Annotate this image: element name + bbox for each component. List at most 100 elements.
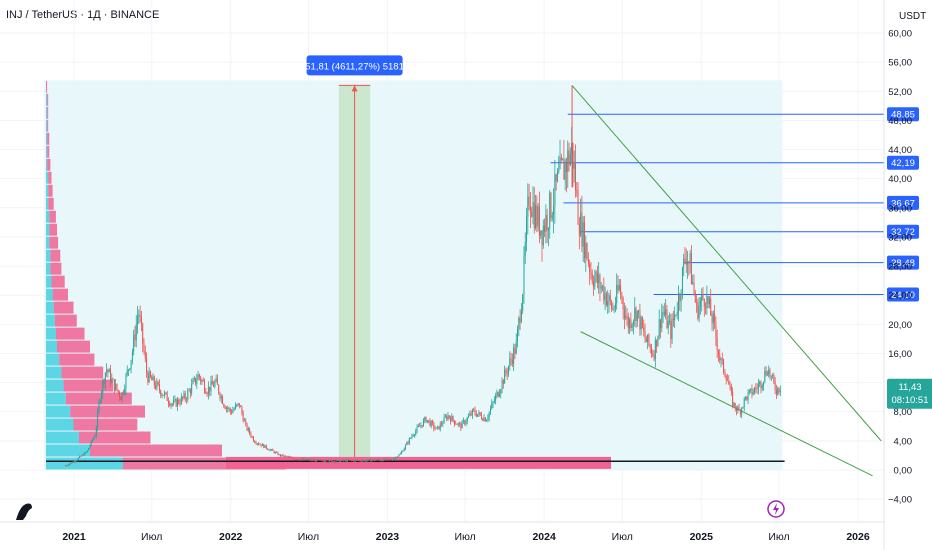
candle-body	[278, 454, 280, 456]
candle-body	[117, 389, 119, 393]
candle-body	[547, 228, 549, 231]
candle-body	[433, 423, 435, 429]
candle-body	[580, 212, 582, 236]
candle-body	[569, 153, 571, 165]
candle-body	[272, 449, 274, 451]
candle-body	[509, 358, 511, 367]
level-label: 24,10	[891, 290, 915, 301]
candle-body	[554, 174, 556, 207]
candle-body	[471, 409, 473, 416]
horizontal-levels: 48,85 42,19 36,67 32,72 28,48 24,10	[46, 107, 919, 463]
candle-body	[475, 413, 477, 417]
candle-body	[711, 315, 713, 324]
level-label: 36,67	[891, 198, 915, 209]
candle-body	[241, 406, 243, 414]
candle-body	[760, 381, 762, 389]
candle-body	[536, 205, 538, 227]
y-tick-label: 28,00	[888, 262, 912, 273]
candle-body	[708, 298, 710, 304]
candle-body	[699, 301, 701, 306]
candle-body	[86, 450, 88, 453]
candle-body	[319, 459, 321, 461]
candle-body	[460, 423, 462, 429]
candle-body	[681, 267, 683, 296]
price-range-measure: 51,81 (4611,27%) 5181	[305, 55, 404, 463]
vp-row-up	[46, 119, 48, 132]
candle-body	[702, 294, 704, 300]
candle-body	[594, 277, 596, 287]
candle-body	[701, 294, 703, 302]
vp-row-down	[63, 379, 114, 392]
candle-body	[621, 294, 623, 299]
candle-body	[632, 320, 634, 325]
x-tick-label: 2025	[690, 531, 714, 543]
symbol-title: INJ / TetherUS · 1Д · BINANCE	[6, 9, 160, 21]
candle-body	[214, 381, 216, 387]
candle-body	[374, 459, 376, 461]
candle-body	[542, 225, 544, 246]
candle-body	[611, 301, 613, 310]
candle-body	[295, 459, 297, 460]
vp-row-up	[46, 145, 48, 158]
candle-body	[227, 407, 229, 409]
candle-body	[696, 302, 698, 303]
candle-body	[658, 319, 660, 337]
candle-body	[532, 202, 534, 217]
candle-body	[717, 350, 719, 355]
candle-body	[654, 339, 656, 360]
candle-body	[661, 312, 663, 329]
y-tick-label: 52,00	[888, 87, 912, 98]
vp-row-down	[123, 457, 286, 470]
measure-arrow-head	[351, 85, 358, 92]
candle-body	[243, 420, 245, 422]
vp-row-up	[46, 262, 51, 275]
candle-body	[366, 460, 368, 462]
candle-body	[273, 450, 275, 453]
candle-body	[502, 380, 504, 384]
candle-body	[394, 457, 396, 459]
candle-body	[493, 400, 495, 403]
candle-body	[596, 271, 598, 284]
level-label: 28,48	[891, 258, 915, 269]
candle-body	[689, 253, 691, 263]
candle-body	[581, 212, 583, 247]
candle-body	[670, 321, 672, 339]
candle-body	[640, 317, 642, 330]
candle-body	[659, 319, 661, 329]
candle-body	[755, 388, 757, 389]
candle-body	[549, 192, 551, 229]
candle-body	[626, 316, 628, 318]
candle-body	[144, 351, 146, 359]
candle-body	[618, 285, 620, 291]
candle-body	[600, 286, 602, 289]
candle-body	[261, 444, 263, 447]
candle-body	[232, 410, 234, 414]
candle-body	[287, 456, 289, 458]
candle-body	[773, 375, 775, 382]
candle-body	[353, 460, 355, 462]
vp-row-down	[48, 184, 53, 197]
candle-body	[765, 371, 767, 376]
vp-row-down	[54, 314, 77, 327]
candle-body	[599, 274, 601, 289]
candle-body	[603, 285, 605, 301]
candle-body	[357, 460, 359, 461]
candle-body	[313, 460, 315, 461]
y-tick-label: 8,00	[894, 407, 913, 418]
candle-body	[496, 391, 498, 396]
candle-body	[529, 205, 531, 213]
candle-body	[694, 292, 696, 303]
candle-body	[533, 202, 535, 229]
candle-body	[238, 403, 240, 407]
candle-body	[550, 192, 552, 218]
candle-body	[296, 459, 298, 461]
candle-body	[584, 222, 586, 259]
candle-body	[126, 369, 128, 375]
candle-body	[653, 355, 655, 360]
candle-body	[480, 414, 482, 419]
candle-body	[98, 402, 100, 412]
candle-body	[91, 439, 93, 441]
candle-body	[246, 423, 248, 431]
candle-body	[285, 455, 287, 457]
